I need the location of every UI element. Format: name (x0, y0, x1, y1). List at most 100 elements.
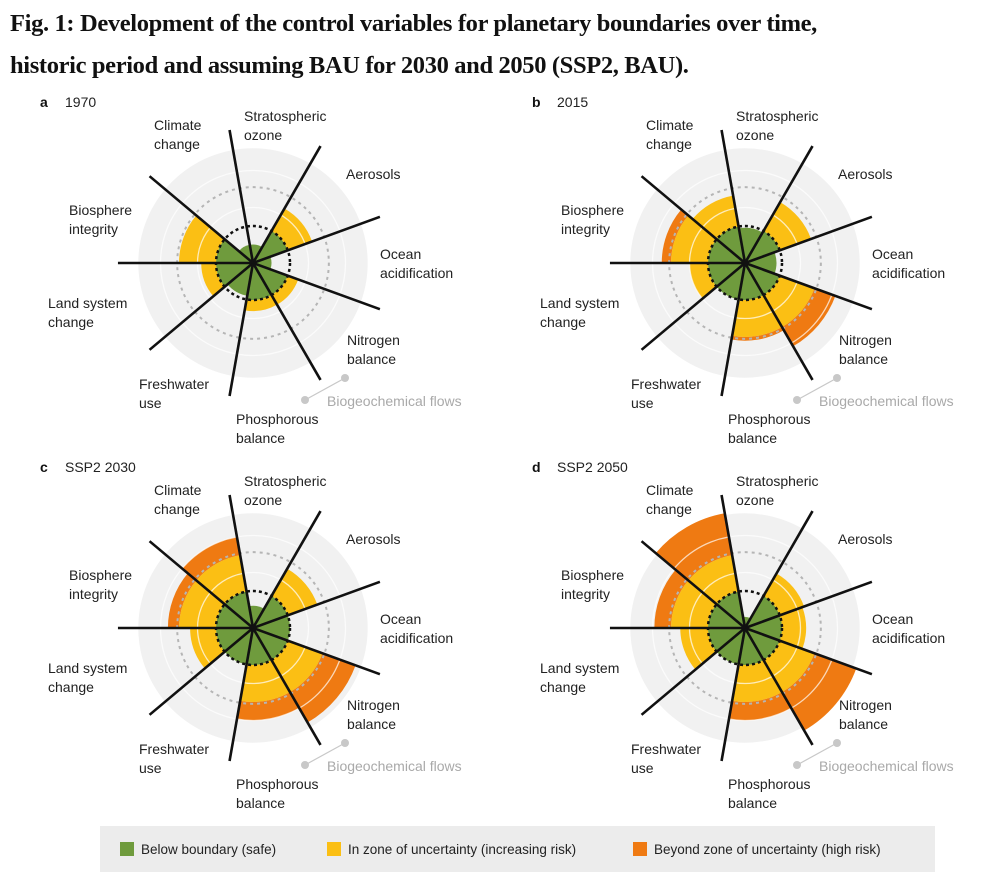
category-label: Biosphere integrity (561, 567, 624, 602)
spoke (720, 494, 747, 629)
group-dot (833, 739, 841, 747)
segment-uncertainty (271, 208, 313, 251)
category-label-line: acidification (380, 630, 453, 646)
category-label: Stratospheric ozone (736, 473, 818, 508)
category-label-line: Climate (646, 117, 694, 133)
spoke (744, 626, 873, 676)
category-label-line: use (631, 395, 654, 411)
uncertainty-limit-circle (176, 551, 330, 705)
segment-high-risk (728, 692, 792, 721)
category-label-line: Phosphorous (236, 776, 319, 792)
category-label: Biosphere integrity (561, 202, 624, 237)
planetary-boundaries-charts: Stratospheric ozone Aerosols Ocean acidifica… (40, 94, 954, 811)
segment-safe (708, 604, 745, 628)
category-label-line: change (540, 679, 586, 695)
segment-safe (745, 615, 783, 641)
category-label-line: Freshwater (631, 376, 701, 392)
legend-item-high-risk: Beyond zone of uncertainty (high risk) (633, 842, 881, 857)
segment-uncertainty (688, 555, 739, 605)
category-label-line: Phosphorous (236, 411, 319, 427)
category-label-line: balance (236, 795, 285, 811)
spoke (252, 261, 381, 311)
spoke (251, 145, 322, 264)
wedge-ocean-acidification (745, 252, 777, 274)
category-label-line: integrity (69, 221, 118, 237)
category-label-line: Ocean (872, 246, 913, 262)
category-label-line: change (540, 314, 586, 330)
spoke (744, 215, 873, 265)
spoke (228, 627, 255, 762)
category-label-line: integrity (561, 221, 610, 237)
category-label: Nitrogen balance (839, 332, 892, 367)
category-label: Freshwater use (139, 741, 209, 776)
segment-high-risk (782, 288, 836, 347)
wedge-land-system-change (201, 263, 253, 297)
wedge-aerosols (745, 573, 805, 628)
spoke (252, 626, 381, 676)
wedge-biosphere-integrity (179, 215, 253, 263)
segment-uncertainty (689, 263, 717, 299)
spoke (148, 540, 254, 629)
segment-uncertainty (271, 275, 299, 305)
category-label-line: ozone (244, 127, 282, 143)
category-label: Ocean acidification (872, 246, 945, 281)
segment-safe (216, 604, 253, 628)
category-label-line: Stratospheric (736, 108, 818, 124)
segment-uncertainty (196, 555, 247, 605)
panel-letter: b (532, 94, 541, 110)
category-label-line: change (646, 136, 692, 152)
segment-uncertainty (201, 263, 225, 297)
category-label-line: Freshwater (139, 376, 209, 392)
category-label: Land system change (48, 295, 127, 330)
category-label-line: Phosphorous (728, 411, 811, 427)
category-label-line: balance (839, 716, 888, 732)
category-label-line: use (139, 760, 162, 776)
wedge-freshwater-use (716, 263, 745, 300)
category-label-line: Climate (646, 482, 694, 498)
figure-title-line-2: historic period and assuming BAU for 203… (10, 52, 689, 79)
segment-uncertainty (671, 580, 717, 628)
wedge-nitrogen-balance (745, 263, 836, 347)
segment-high-risk (236, 692, 300, 721)
category-label-line: integrity (69, 586, 118, 602)
spoke (640, 262, 746, 351)
spoke (252, 215, 381, 265)
wedge-nitrogen-balance (253, 263, 299, 305)
category-label: Phosphorous balance (728, 776, 811, 811)
category-label: Nitrogen balance (347, 697, 400, 732)
category-label-line: balance (728, 795, 777, 811)
category-label-line: Ocean (380, 246, 421, 262)
segment-safe (716, 591, 745, 628)
wedge-climate-change (182, 536, 253, 628)
group-dot (301, 761, 309, 769)
panel-c: Stratospheric ozone Aerosols Ocean acidifica… (40, 459, 462, 811)
category-label-line: acidification (872, 630, 945, 646)
category-label-line: use (631, 760, 654, 776)
category-label-line: Land system (48, 295, 127, 311)
spoke (228, 129, 255, 264)
segment-safe (738, 227, 763, 263)
category-label-line: Stratospheric (244, 473, 326, 489)
category-label-line: Biosphere (561, 567, 624, 583)
group-label-biogeochemical-flows: Biogeochemical flows (327, 758, 462, 774)
group-connector (796, 742, 838, 766)
segment-safe (745, 628, 780, 661)
category-label-line: ozone (244, 492, 282, 508)
segment-safe (224, 628, 253, 665)
spoke (251, 627, 322, 746)
spoke (228, 262, 255, 397)
category-label-line: change (154, 501, 200, 517)
group-dot (301, 396, 309, 404)
spoke (148, 627, 254, 716)
wedge-land-system-change (689, 263, 745, 299)
panel-d: Stratospheric ozone Aerosols Ocean acidifica… (532, 459, 954, 811)
legend-swatch-high-risk (633, 842, 647, 856)
segment-uncertainty (179, 215, 225, 263)
panel-a: Stratospheric ozone Aerosols Ocean acidifica… (40, 94, 462, 446)
spoke (251, 510, 322, 629)
category-label-line: Land system (48, 660, 127, 676)
category-label: Aerosols (346, 166, 400, 182)
wedge-stratospheric-ozone (738, 227, 763, 263)
figure-title-line-1: Fig. 1: Development of the control varia… (10, 10, 817, 37)
category-label-line: change (646, 501, 692, 517)
